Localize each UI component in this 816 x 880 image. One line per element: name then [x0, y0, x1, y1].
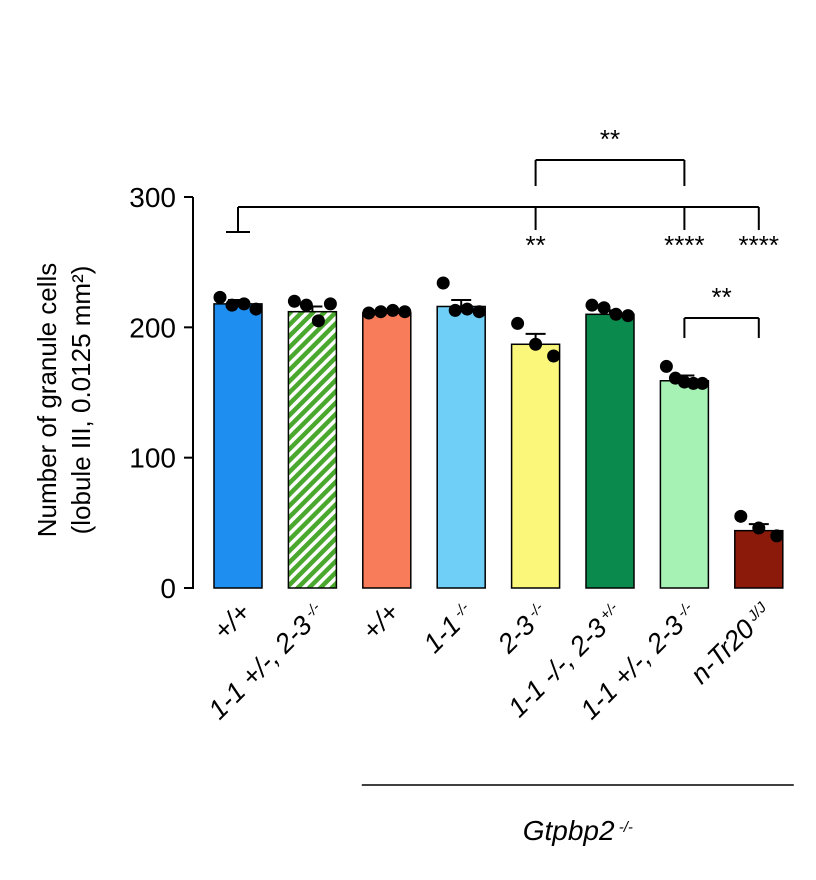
y-axis-title-line: (lobule III, 0.0125 mm²)	[66, 266, 96, 535]
x-tick-label: n-Tr20 J/J	[685, 597, 778, 690]
data-point	[287, 294, 301, 308]
data-point	[237, 297, 251, 311]
group-label: Gtpbp2 -/-	[523, 815, 633, 846]
data-point	[398, 305, 412, 319]
data-point	[386, 303, 400, 317]
x-tick-label: +/+	[207, 597, 256, 646]
data-point	[770, 529, 784, 543]
x-tick-label: 2-3 -/-	[491, 597, 553, 659]
data-point	[299, 298, 313, 312]
data-point	[695, 376, 709, 390]
data-point	[529, 337, 543, 351]
bar	[585, 313, 635, 589]
bar	[659, 380, 710, 589]
data-point	[597, 301, 611, 315]
bar	[510, 343, 561, 589]
bar	[436, 305, 486, 589]
data-point	[585, 298, 599, 312]
data-point	[621, 309, 635, 323]
y-axis-title: Number of granule cells (lobule III, 0.0…	[32, 263, 96, 538]
data-point	[609, 307, 623, 321]
data-point	[213, 290, 227, 304]
data-point	[547, 349, 561, 363]
y-tick-label: 200	[129, 312, 176, 343]
significance-label: **	[525, 230, 545, 260]
data-point	[460, 302, 474, 316]
significance-label: ****	[664, 230, 704, 260]
significance-label: **	[711, 282, 731, 312]
data-point	[362, 306, 376, 320]
data-point	[448, 303, 462, 317]
y-tick-label: 0	[160, 573, 176, 604]
y-tick-label: 100	[129, 443, 176, 474]
data-point	[436, 276, 450, 290]
data-point	[752, 521, 766, 535]
data-point	[249, 302, 263, 316]
data-point	[374, 305, 388, 319]
x-tick-label: +/+	[356, 597, 405, 646]
bar	[213, 303, 263, 589]
data-point	[225, 298, 239, 312]
x-tick-label: 1-1 +/-, 2-3 -/-	[203, 597, 331, 725]
x-tick-label: 1-1 -/-	[418, 597, 480, 659]
significance-label: **	[600, 124, 620, 154]
bar	[362, 312, 412, 589]
y-axis-title-line: Number of granule cells	[32, 263, 62, 538]
data-point	[511, 316, 525, 330]
significance-label: ****	[739, 230, 779, 260]
data-point	[659, 359, 673, 373]
data-point	[472, 305, 486, 319]
data-point	[323, 297, 337, 311]
data-point	[734, 509, 748, 523]
data-point	[311, 314, 325, 328]
bar	[287, 310, 338, 589]
y-tick-label: 300	[129, 182, 176, 213]
data-point	[686, 376, 700, 390]
